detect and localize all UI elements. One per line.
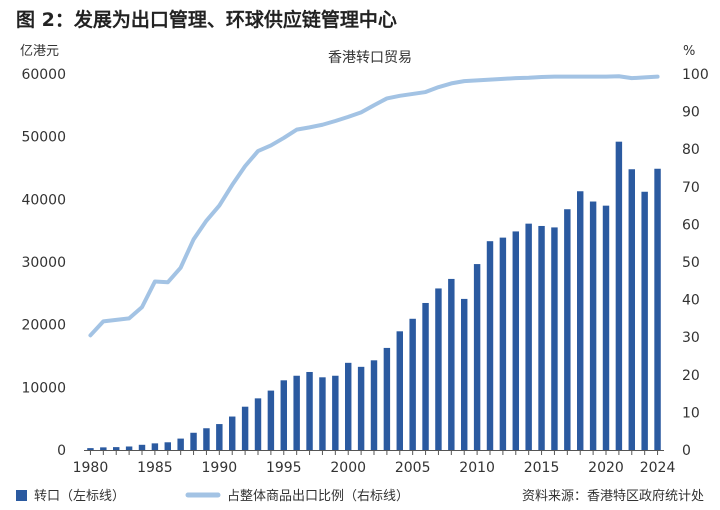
right-tick-label: 50 — [682, 255, 700, 271]
x-axis-ticks: 1980 1985 1990 1995 2000 2005 2010 2015 2020 2024 — [73, 450, 676, 476]
right-axis-ticks: 0 10 20 30 40 50 60 70 80 90 100 — [682, 67, 709, 459]
bar-1996 — [293, 375, 300, 450]
bar-2012 — [499, 237, 507, 450]
bar-2007 — [435, 288, 442, 450]
bar-1980 — [87, 448, 94, 450]
left-axis-ticks: 0 10000 20000 30000 40000 50000 60000 — [21, 67, 66, 459]
bar-1981 — [100, 447, 107, 450]
right-tick-label: 60 — [682, 217, 700, 233]
right-tick-label: 80 — [682, 142, 700, 158]
bar-1998 — [319, 377, 326, 450]
bar-2011 — [486, 241, 494, 450]
bar-2018 — [577, 191, 584, 450]
bar-2004 — [396, 331, 403, 450]
legend-bar-label: 转口（左标线） — [34, 489, 125, 504]
right-axis-unit: % — [683, 44, 695, 59]
left-tick-label: 50000 — [21, 130, 66, 146]
left-tick-label: 60000 — [21, 67, 66, 83]
bar-1994 — [267, 390, 275, 450]
bar-2021 — [615, 141, 623, 450]
x-tick-label: 2015 — [524, 460, 560, 476]
legend-bar-swatch — [16, 490, 27, 501]
bar-series — [87, 141, 661, 450]
bar-1992 — [241, 406, 249, 450]
bar-1987 — [177, 438, 184, 450]
bar-2013 — [512, 231, 519, 450]
bar-1997 — [306, 371, 313, 450]
bar-2022 — [628, 169, 635, 450]
bar-1986 — [164, 442, 171, 450]
bar-1991 — [229, 416, 236, 450]
x-tick-label: 2010 — [459, 460, 495, 476]
bar-2023 — [641, 191, 648, 450]
x-tick-label: 2000 — [330, 460, 366, 476]
legend: 转口（左标线） 占整体商品出口比例（右标线） — [16, 489, 409, 504]
left-tick-label: 30000 — [21, 255, 66, 271]
x-tick-label: 1995 — [266, 460, 302, 476]
x-tick-label: 2024 — [640, 460, 676, 476]
x-tick-label: 2005 — [395, 460, 431, 476]
bar-2000 — [345, 362, 352, 450]
bar-1982 — [113, 447, 120, 450]
bar-2014 — [525, 223, 532, 450]
bar-2016 — [551, 227, 558, 450]
left-tick-label: 0 — [57, 443, 66, 459]
source-note: 资料来源：香港特区政府统计处 — [522, 489, 704, 504]
share-line — [88, 74, 660, 338]
bar-2009 — [461, 298, 468, 450]
right-tick-label: 100 — [682, 67, 709, 83]
bar-2001 — [357, 366, 365, 450]
bar-2020 — [602, 205, 610, 450]
right-tick-label: 10 — [682, 405, 700, 421]
bar-1990 — [216, 424, 223, 450]
figure-title: 图 2：发展为出口管理、环球供应链管理中心 — [16, 8, 397, 31]
bar-1984 — [138, 444, 146, 450]
bar-1995 — [280, 380, 287, 450]
chart-title: 香港转口贸易 — [328, 50, 412, 66]
bar-1985 — [151, 443, 159, 450]
right-tick-label: 40 — [682, 293, 700, 309]
left-tick-label: 20000 — [21, 318, 66, 334]
right-tick-label: 0 — [682, 443, 691, 459]
bar-2002 — [370, 360, 378, 450]
bar-1999 — [332, 375, 339, 450]
left-axis-unit: 亿港元 — [20, 44, 59, 59]
bar-1993 — [254, 398, 262, 450]
x-tick-label: 2020 — [588, 460, 624, 476]
bar-2006 — [422, 302, 429, 450]
bar-2017 — [564, 209, 571, 450]
bar-1989 — [203, 428, 210, 450]
bar-1983 — [125, 446, 133, 450]
bar-2024 — [654, 168, 661, 450]
bar-2019 — [589, 201, 597, 450]
right-tick-label: 30 — [682, 330, 700, 346]
bar-2008 — [448, 278, 455, 450]
left-tick-label: 10000 — [21, 380, 66, 396]
bar-2010 — [473, 264, 481, 450]
x-tick-label: 1985 — [137, 460, 173, 476]
x-tick-label: 1980 — [73, 460, 109, 476]
left-tick-label: 40000 — [21, 192, 66, 208]
bar-2005 — [409, 318, 416, 450]
bar-2003 — [383, 347, 391, 450]
right-tick-label: 20 — [682, 368, 700, 384]
right-tick-label: 90 — [682, 105, 700, 121]
legend-line-label: 占整体商品出口比例（右标线） — [227, 489, 409, 504]
x-tick-label: 1990 — [202, 460, 238, 476]
bar-2015 — [538, 225, 545, 450]
right-tick-label: 70 — [682, 180, 700, 196]
bar-1988 — [190, 432, 197, 450]
line-series — [88, 74, 660, 338]
